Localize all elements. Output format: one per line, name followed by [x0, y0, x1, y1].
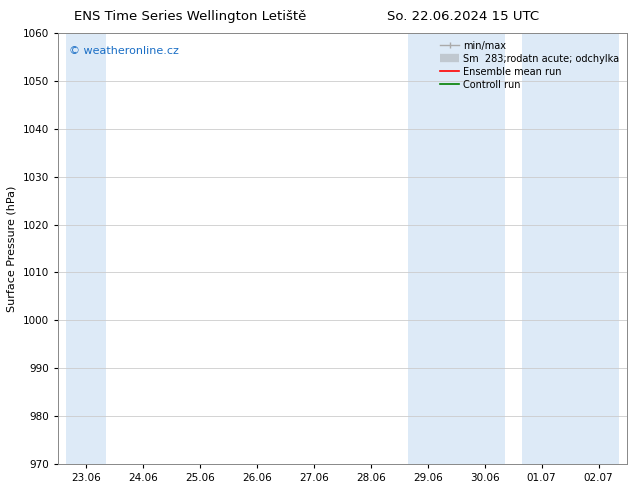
Y-axis label: Surface Pressure (hPa): Surface Pressure (hPa) [7, 185, 17, 312]
Text: So. 22.06.2024 15 UTC: So. 22.06.2024 15 UTC [387, 10, 539, 23]
Bar [408, 33, 505, 464]
Legend: min/max, Sm  283;rodatn acute; odchylka, Ensemble mean run, Controll run: min/max, Sm 283;rodatn acute; odchylka, … [437, 38, 622, 93]
Bar [67, 33, 106, 464]
Bar [522, 33, 619, 464]
Text: ENS Time Series Wellington Letiště: ENS Time Series Wellington Letiště [74, 10, 306, 23]
Text: © weatheronline.cz: © weatheronline.cz [69, 46, 179, 56]
